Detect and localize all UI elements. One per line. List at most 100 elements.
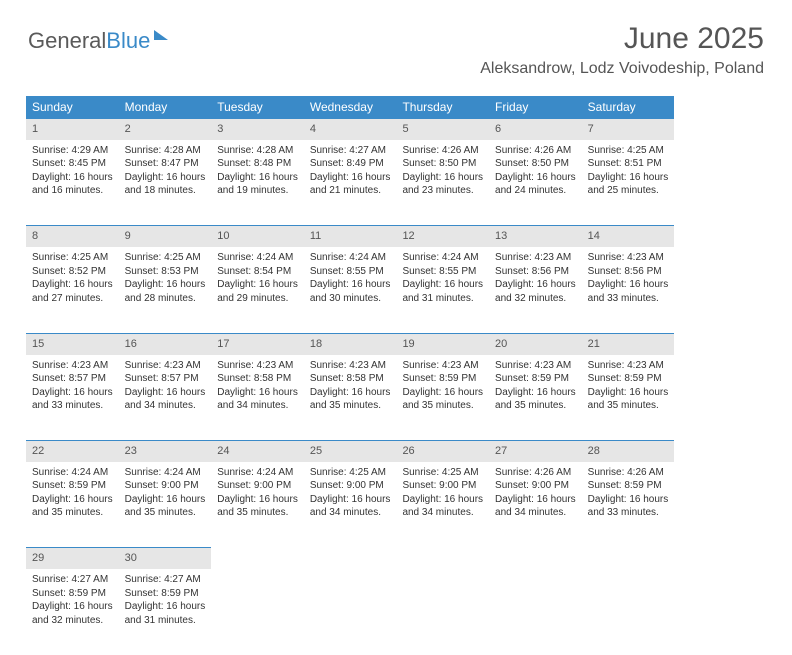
day-number xyxy=(211,548,304,569)
daylight-text: and 35 minutes. xyxy=(217,506,298,520)
day-number: 25 xyxy=(304,441,397,462)
daylight-text: and 31 minutes. xyxy=(402,292,483,306)
sunrise-text: Sunrise: 4:27 AM xyxy=(32,573,113,587)
day-cell: Sunrise: 4:28 AMSunset: 8:48 PMDaylight:… xyxy=(211,140,304,226)
sunset-text: Sunset: 8:59 PM xyxy=(402,372,483,386)
daylight-text: Daylight: 16 hours xyxy=(402,386,483,400)
page-header: June 2025 Aleksandrow, Lodz Voivodeship,… xyxy=(480,22,764,78)
daylight-text: Daylight: 16 hours xyxy=(310,171,391,185)
daylight-text: Daylight: 16 hours xyxy=(125,171,206,185)
day-cell: Sunrise: 4:23 AMSunset: 8:56 PMDaylight:… xyxy=(582,247,675,333)
daylight-text: and 16 minutes. xyxy=(32,184,113,198)
daylight-text: Daylight: 16 hours xyxy=(402,171,483,185)
day-number: 12 xyxy=(396,226,489,247)
sunrise-text: Sunrise: 4:24 AM xyxy=(402,251,483,265)
weekday-heading: Friday xyxy=(489,96,582,119)
sunset-text: Sunset: 8:59 PM xyxy=(588,372,669,386)
sunset-text: Sunset: 8:50 PM xyxy=(402,157,483,171)
sunrise-text: Sunrise: 4:25 AM xyxy=(402,466,483,480)
daylight-text: and 34 minutes. xyxy=(125,399,206,413)
location-subtitle: Aleksandrow, Lodz Voivodeship, Poland xyxy=(480,60,764,78)
day-number xyxy=(582,548,675,569)
day-cell: Sunrise: 4:25 AMSunset: 8:53 PMDaylight:… xyxy=(119,247,212,333)
sunset-text: Sunset: 8:59 PM xyxy=(125,587,206,601)
sunrise-text: Sunrise: 4:23 AM xyxy=(495,359,576,373)
daylight-text: Daylight: 16 hours xyxy=(32,278,113,292)
sunset-text: Sunset: 8:59 PM xyxy=(32,479,113,493)
day-number: 4 xyxy=(304,119,397,140)
daylight-text: Daylight: 16 hours xyxy=(310,493,391,507)
sunrise-text: Sunrise: 4:25 AM xyxy=(310,466,391,480)
day-number: 2 xyxy=(119,119,212,140)
daylight-text: Daylight: 16 hours xyxy=(588,278,669,292)
daylight-text: and 19 minutes. xyxy=(217,184,298,198)
weekday-heading: Sunday xyxy=(26,96,119,119)
sunset-text: Sunset: 8:51 PM xyxy=(588,157,669,171)
brand-part2: Blue xyxy=(106,28,150,54)
daylight-text: and 34 minutes. xyxy=(310,506,391,520)
day-number: 18 xyxy=(304,333,397,354)
daylight-text: and 33 minutes. xyxy=(588,292,669,306)
sunrise-text: Sunrise: 4:27 AM xyxy=(125,573,206,587)
sunrise-text: Sunrise: 4:23 AM xyxy=(588,251,669,265)
sunrise-text: Sunrise: 4:26 AM xyxy=(495,144,576,158)
day-number-row: 2930 xyxy=(26,548,674,569)
flag-icon xyxy=(154,30,168,40)
day-cell: Sunrise: 4:24 AMSunset: 9:00 PMDaylight:… xyxy=(211,462,304,548)
sunset-text: Sunset: 9:00 PM xyxy=(217,479,298,493)
day-number: 24 xyxy=(211,441,304,462)
sunrise-text: Sunrise: 4:26 AM xyxy=(495,466,576,480)
daylight-text: and 32 minutes. xyxy=(495,292,576,306)
daylight-text: and 34 minutes. xyxy=(495,506,576,520)
day-number: 7 xyxy=(582,119,675,140)
sunset-text: Sunset: 8:59 PM xyxy=(588,479,669,493)
sunrise-text: Sunrise: 4:24 AM xyxy=(217,466,298,480)
brand-part1: General xyxy=(28,28,106,54)
weekday-heading: Monday xyxy=(119,96,212,119)
sunrise-text: Sunrise: 4:29 AM xyxy=(32,144,113,158)
day-cell: Sunrise: 4:26 AMSunset: 9:00 PMDaylight:… xyxy=(489,462,582,548)
sunset-text: Sunset: 8:56 PM xyxy=(588,265,669,279)
day-number: 30 xyxy=(119,548,212,569)
day-number: 28 xyxy=(582,441,675,462)
daylight-text: and 34 minutes. xyxy=(217,399,298,413)
sunrise-text: Sunrise: 4:23 AM xyxy=(495,251,576,265)
sunrise-text: Sunrise: 4:25 AM xyxy=(32,251,113,265)
day-cell: Sunrise: 4:24 AMSunset: 8:55 PMDaylight:… xyxy=(396,247,489,333)
day-number: 29 xyxy=(26,548,119,569)
day-cell: Sunrise: 4:27 AMSunset: 8:49 PMDaylight:… xyxy=(304,140,397,226)
weekday-header-row: Sunday Monday Tuesday Wednesday Thursday… xyxy=(26,96,674,119)
daylight-text: Daylight: 16 hours xyxy=(402,278,483,292)
sunset-text: Sunset: 8:55 PM xyxy=(402,265,483,279)
daylight-text: Daylight: 16 hours xyxy=(125,278,206,292)
daylight-text: and 30 minutes. xyxy=(310,292,391,306)
sunset-text: Sunset: 9:00 PM xyxy=(402,479,483,493)
day-cell: Sunrise: 4:28 AMSunset: 8:47 PMDaylight:… xyxy=(119,140,212,226)
daylight-text: Daylight: 16 hours xyxy=(402,493,483,507)
sunset-text: Sunset: 8:57 PM xyxy=(125,372,206,386)
day-number: 6 xyxy=(489,119,582,140)
sunset-text: Sunset: 8:48 PM xyxy=(217,157,298,171)
sunrise-text: Sunrise: 4:23 AM xyxy=(402,359,483,373)
day-number-row: 22232425262728 xyxy=(26,441,674,462)
day-number: 3 xyxy=(211,119,304,140)
day-number: 20 xyxy=(489,333,582,354)
daylight-text: and 28 minutes. xyxy=(125,292,206,306)
day-cell: Sunrise: 4:25 AMSunset: 9:00 PMDaylight:… xyxy=(304,462,397,548)
daylight-text: and 35 minutes. xyxy=(588,399,669,413)
weekday-heading: Saturday xyxy=(582,96,675,119)
daylight-text: Daylight: 16 hours xyxy=(310,278,391,292)
day-number: 19 xyxy=(396,333,489,354)
day-cell: Sunrise: 4:24 AMSunset: 8:54 PMDaylight:… xyxy=(211,247,304,333)
daylight-text: and 35 minutes. xyxy=(495,399,576,413)
day-cell: Sunrise: 4:23 AMSunset: 8:58 PMDaylight:… xyxy=(304,355,397,441)
day-cell xyxy=(582,569,675,655)
day-cell: Sunrise: 4:27 AMSunset: 8:59 PMDaylight:… xyxy=(26,569,119,655)
day-number: 9 xyxy=(119,226,212,247)
sunset-text: Sunset: 8:49 PM xyxy=(310,157,391,171)
day-cell: Sunrise: 4:23 AMSunset: 8:58 PMDaylight:… xyxy=(211,355,304,441)
daylight-text: Daylight: 16 hours xyxy=(495,386,576,400)
day-number xyxy=(489,548,582,569)
daylight-text: and 34 minutes. xyxy=(402,506,483,520)
day-number: 17 xyxy=(211,333,304,354)
